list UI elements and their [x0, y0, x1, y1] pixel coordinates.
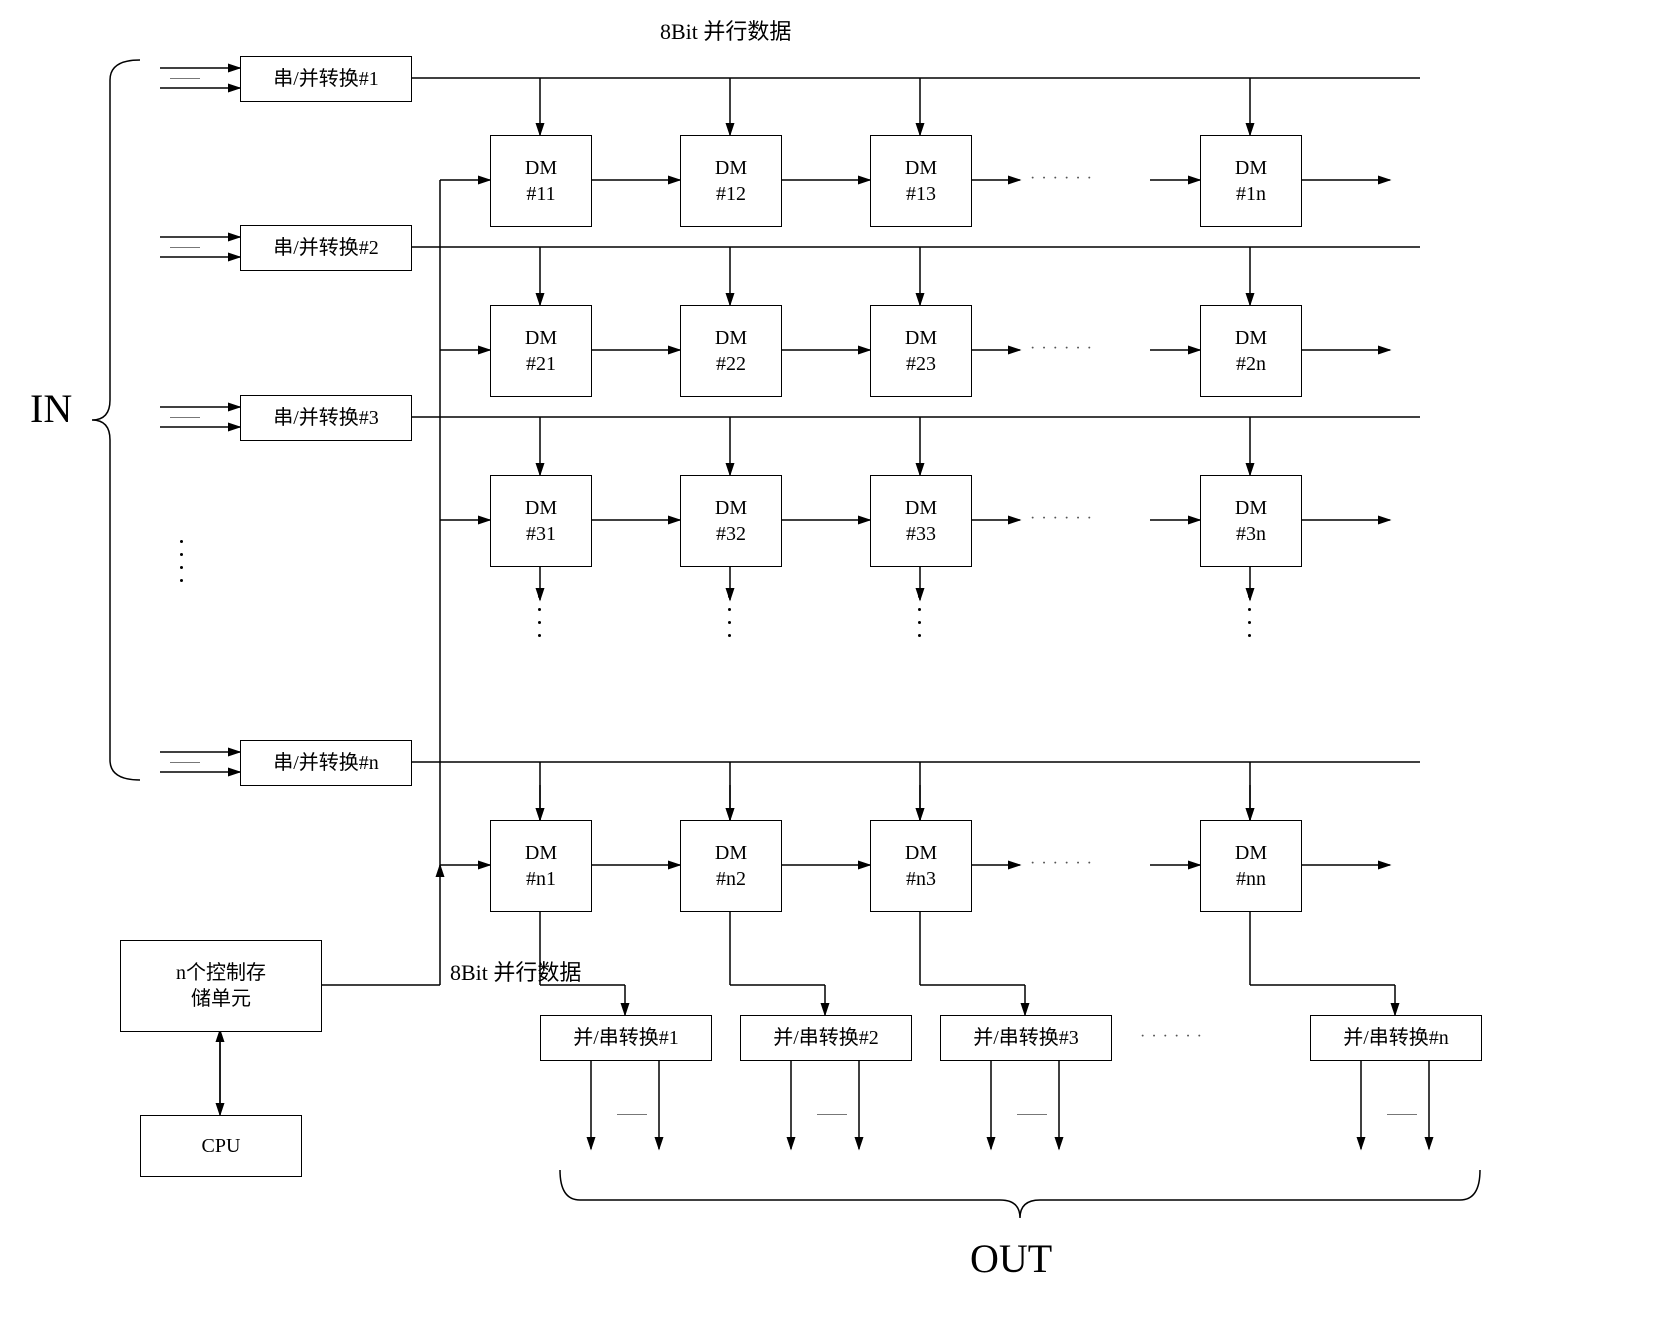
vdots-inputs [180, 540, 183, 582]
ellipsis-dash [1017, 1114, 1047, 1115]
sp-converter-1: 串/并转换#1 [240, 56, 412, 102]
dm-row2-4: DM#2n [1200, 305, 1302, 397]
ellipsis-dash [817, 1114, 847, 1115]
diagram-canvas: 8Bit 并行数据 IN OUT 8Bit 并行数据 串/并转换#1串/并转换#… [20, 20, 1657, 1305]
vdots-col [538, 595, 541, 637]
dm-row3-2: DM#32 [680, 475, 782, 567]
dm-rown-4: DM#nn [1200, 820, 1302, 912]
control-store: n个控制存储单元 [120, 940, 322, 1032]
dm-row3-1: DM#31 [490, 475, 592, 567]
dm-row1-4: DM#1n [1200, 135, 1302, 227]
dm-rown-3: DM#n3 [870, 820, 972, 912]
wire-layer [20, 20, 1657, 1305]
hdots-row: ······ [1030, 340, 1098, 358]
dm-row2-2: DM#22 [680, 305, 782, 397]
ellipsis-dash [170, 247, 200, 248]
cpu-box: CPU [140, 1115, 302, 1177]
vdots-col [728, 595, 731, 637]
ellipsis-dash [170, 762, 200, 763]
ps-converter-3: 并/串转换#3 [940, 1015, 1112, 1061]
hdots-row: ······ [1030, 855, 1098, 873]
hdots-row: ······ [1030, 170, 1098, 188]
dm-rown-1: DM#n1 [490, 820, 592, 912]
ellipsis-dash [1387, 1114, 1417, 1115]
vdots-col [918, 595, 921, 637]
ellipsis-dash [170, 78, 200, 79]
dm-rown-2: DM#n2 [680, 820, 782, 912]
ps-converter-1: 并/串转换#1 [540, 1015, 712, 1061]
dm-row1-2: DM#12 [680, 135, 782, 227]
vdots-col [1248, 595, 1251, 637]
dm-row1-1: DM#11 [490, 135, 592, 227]
dm-row2-1: DM#21 [490, 305, 592, 397]
ellipsis-dash [170, 417, 200, 418]
dm-row1-3: DM#13 [870, 135, 972, 227]
ps-converter-2: 并/串转换#2 [740, 1015, 912, 1061]
sp-converter-2: 串/并转换#2 [240, 225, 412, 271]
ellipsis-dash [617, 1114, 647, 1115]
hdots-ps: ······ [1140, 1028, 1208, 1046]
ps-converter-4: 并/串转换#n [1310, 1015, 1482, 1061]
dm-row2-3: DM#23 [870, 305, 972, 397]
dm-row3-4: DM#3n [1200, 475, 1302, 567]
dm-row3-3: DM#33 [870, 475, 972, 567]
sp-converter-3: 串/并转换#3 [240, 395, 412, 441]
hdots-row: ······ [1030, 510, 1098, 528]
sp-converter-4: 串/并转换#n [240, 740, 412, 786]
